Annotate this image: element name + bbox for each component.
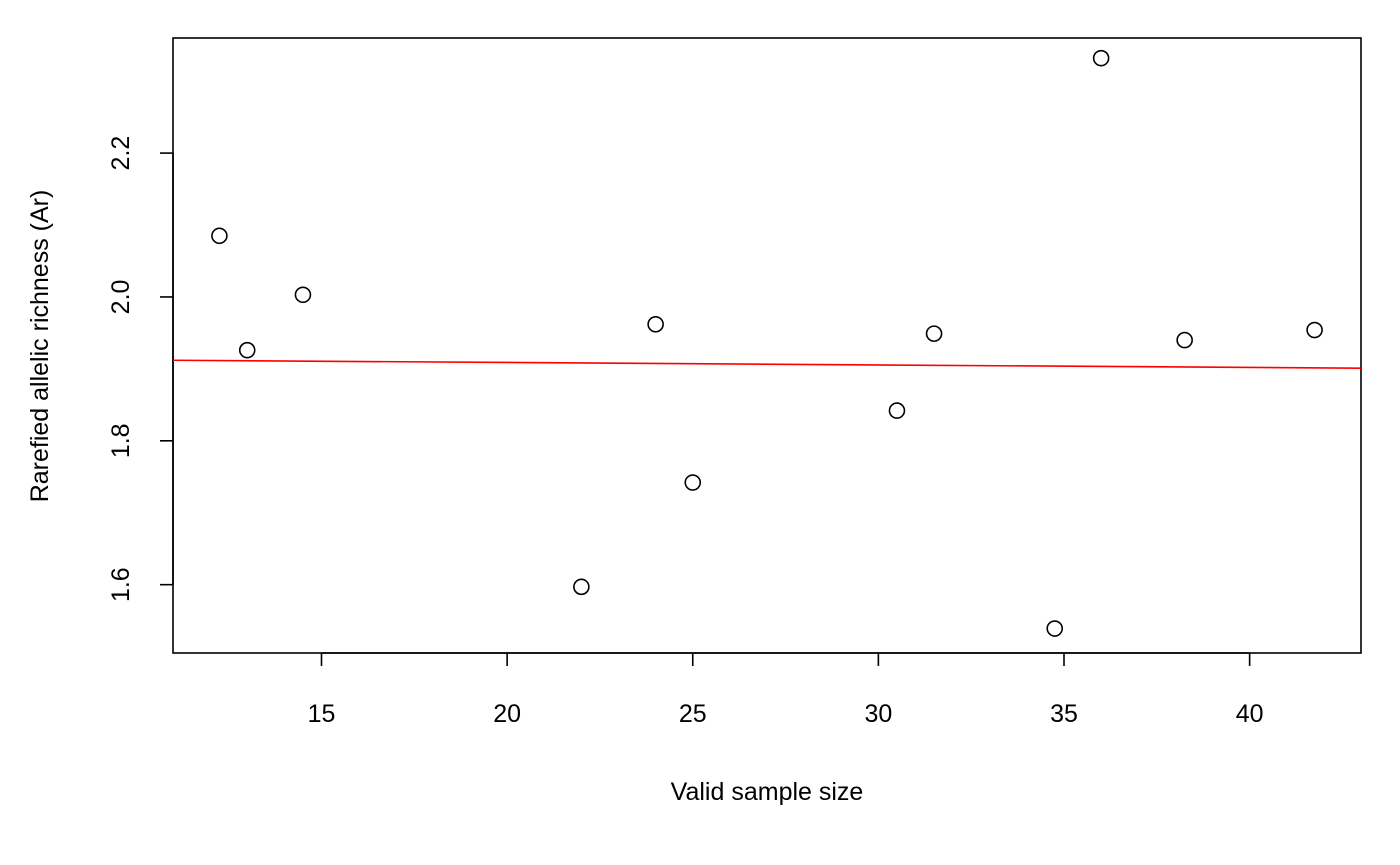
y-tick-label: 1.6: [107, 567, 135, 602]
y-tick-label: 1.8: [107, 423, 135, 458]
data-point: [211, 227, 228, 245]
data-point: [684, 474, 702, 491]
x-tick-label: 35: [1050, 700, 1078, 728]
x-tick-label: 20: [493, 700, 521, 728]
data-point: [1176, 331, 1193, 349]
data-point: [1046, 620, 1064, 637]
data-point: [925, 325, 943, 342]
x-tick-label: 25: [679, 700, 707, 728]
data-point: [238, 341, 256, 359]
plot-frame: [172, 37, 1362, 654]
data-point: [888, 402, 906, 419]
x-tick-label: 30: [864, 700, 892, 728]
data-point: [647, 315, 664, 333]
data-point: [1306, 321, 1323, 339]
data-point: [573, 578, 590, 596]
plot-layer: 15 20 25 30 35 40 1.6 1.8 2.0 2.2: [107, 37, 1362, 728]
data-point: [294, 286, 312, 304]
data-point: [1092, 49, 1110, 67]
y-tick-label: 2.2: [107, 136, 135, 171]
y-tick-label: 2.0: [107, 280, 135, 315]
x-tick-label: 15: [308, 700, 336, 728]
trend-line: [172, 359, 1362, 369]
x-tick-label: 40: [1236, 700, 1264, 728]
x-axis-title: Valid sample size: [671, 778, 864, 806]
y-axis-title: Rarefied allelic richness (Ar): [26, 190, 54, 503]
